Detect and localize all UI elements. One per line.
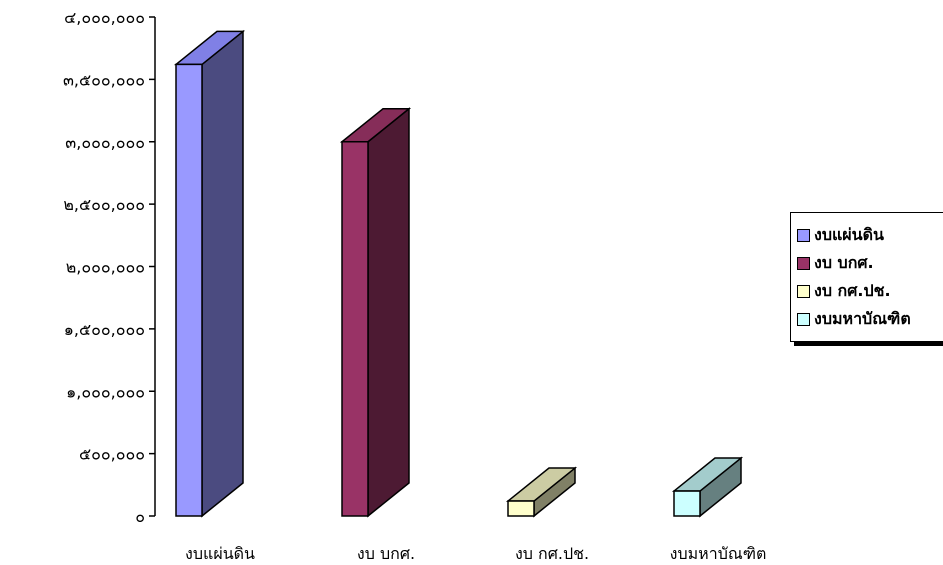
y-tick-label: ๕๐๐,๐๐๐: [79, 445, 145, 464]
bar-side: [201, 29, 244, 518]
y-tick-label: ๔,๐๐๐,๐๐๐: [64, 8, 145, 27]
y-tick-label: ๒,๕๐๐,๐๐๐: [63, 195, 145, 214]
y-axis-ticks: ๐ ๕๐๐,๐๐๐ ๑,๐๐๐,๐๐๐ ๑,๕๐๐,๐๐๐ ๒,๐๐๐,๐๐๐ ๒,๕๐๐…: [63, 8, 155, 526]
x-tick-label: งบ กศ.ปช.: [515, 544, 589, 563]
bar-side: [367, 107, 410, 518]
bar: [671, 456, 744, 518]
legend-label: งบมหาบัณฑิต: [814, 308, 911, 328]
y-tick-label: ๓,๕๐๐,๐๐๐: [63, 70, 145, 89]
legend-item: งบมหาบัณฑิต: [797, 305, 943, 333]
legend-item: งบ กศ.ปช.: [797, 277, 943, 305]
legend-item: งบแผ่นดิน: [797, 221, 943, 249]
x-tick-label: งบมหาบัณฑิต: [670, 544, 767, 563]
bar: [173, 29, 246, 518]
legend-item: งบ บกศ.: [797, 249, 943, 277]
legend-swatch: [797, 284, 810, 298]
y-tick-label: ๒,๐๐๐,๐๐๐: [66, 258, 145, 277]
legend-swatch: [797, 228, 810, 242]
bar-front: [673, 490, 701, 517]
legend-label: งบแผ่นดิน: [814, 224, 884, 244]
legend-swatch: [797, 312, 810, 326]
legend-label: งบ บกศ.: [814, 252, 874, 272]
y-tick-label: ๓,๐๐๐,๐๐๐: [65, 133, 145, 152]
bar-front: [175, 63, 203, 517]
y-tick-label: ๑,๕๐๐,๐๐๐: [64, 320, 145, 339]
bars: [173, 29, 744, 518]
bar: [505, 466, 578, 518]
x-axis-labels: งบแผ่นดิน งบ บกศ. งบ กศ.ปช. งบมหาบัณฑิต: [185, 544, 766, 563]
bar-front: [341, 141, 369, 517]
legend-swatch: [797, 256, 810, 270]
legend: งบแผ่นดิน งบ บกศ. งบ กศ.ปช. งบมหาบัณฑิต: [790, 212, 943, 342]
legend-label: งบ กศ.ปช.: [814, 280, 891, 300]
x-tick-label: งบ บกศ.: [357, 544, 415, 563]
y-tick-label: ๐: [135, 507, 145, 526]
bar-front: [507, 500, 535, 517]
x-tick-label: งบแผ่นดิน: [185, 544, 255, 563]
bar: [339, 107, 412, 518]
y-tick-label: ๑,๐๐๐,๐๐๐: [66, 382, 145, 401]
